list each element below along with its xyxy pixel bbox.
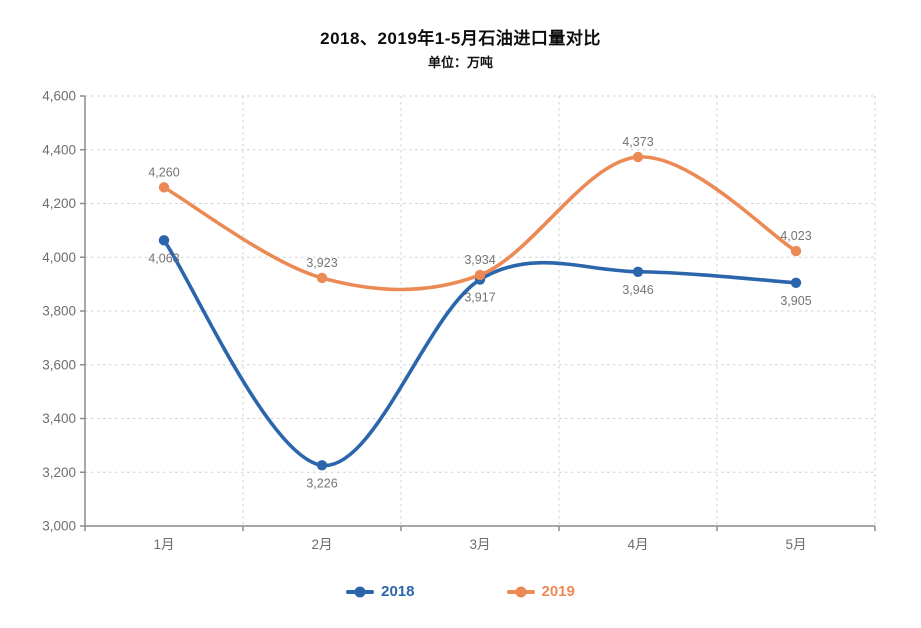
y-tick-label: 4,200	[42, 196, 76, 211]
data-label-2018: 3,226	[306, 476, 337, 490]
data-point-2019	[316, 272, 328, 284]
data-point-2018	[790, 277, 802, 288]
y-tick-label: 4,600	[42, 89, 76, 104]
data-point-2019	[474, 269, 486, 281]
x-tick-label: 5月	[785, 537, 806, 552]
data-label-2019: 3,923	[306, 256, 337, 270]
legend-dot-icon	[515, 586, 526, 597]
x-tick-label: 4月	[627, 537, 648, 552]
x-tick-label: 3月	[469, 537, 490, 552]
y-tick-label: 3,600	[42, 357, 76, 372]
y-tick-label: 3,800	[42, 304, 76, 319]
data-label-2018: 3,905	[780, 294, 811, 308]
legend-item-2019[interactable]: 2019	[506, 583, 575, 600]
data-label-2019: 4,023	[780, 229, 811, 243]
y-tick-label: 3,200	[42, 465, 76, 480]
legend-line-dot-icon	[506, 586, 535, 597]
x-tick-label: 1月	[153, 537, 174, 552]
data-label-2018: 4,063	[148, 251, 179, 265]
data-label-2019: 4,373	[622, 135, 653, 149]
data-point-2019	[790, 245, 802, 257]
data-label-2018: 3,917	[464, 291, 495, 305]
series-line-2019	[162, 155, 798, 292]
data-point-2018	[158, 235, 170, 246]
legend-label: 2019	[541, 583, 575, 600]
chart-subtitle: 单位：万吨	[427, 55, 493, 70]
series-line-2018	[162, 238, 798, 468]
legend: 2018 2019	[0, 584, 921, 599]
data-label-2019: 3,934	[464, 253, 495, 267]
data-point-2019	[158, 182, 170, 193]
y-tick-label: 3,400	[42, 411, 76, 426]
legend-dot-icon	[354, 586, 366, 597]
data-label-2018: 3,946	[622, 283, 653, 297]
y-tick-label: 3,000	[42, 519, 76, 534]
data-label-2019: 4,260	[148, 165, 179, 179]
data-point-2018	[316, 460, 328, 471]
legend-line-dot-icon	[346, 586, 375, 597]
data-point-2019	[632, 151, 644, 163]
data-point-2018	[632, 266, 644, 277]
y-tick-label: 4,400	[42, 142, 76, 157]
chart-title: 2018、2019年1-5月石油进口量对比	[320, 29, 601, 48]
legend-label: 2018	[381, 583, 415, 600]
x-tick-label: 2月	[311, 537, 332, 552]
legend-item-2018[interactable]: 2018	[346, 583, 415, 600]
y-tick-label: 4,000	[42, 250, 76, 265]
